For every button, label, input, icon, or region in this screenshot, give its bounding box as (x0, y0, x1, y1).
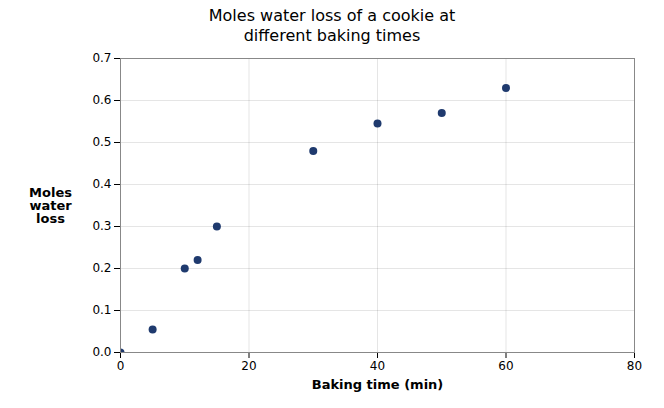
svg-text:20: 20 (241, 359, 256, 373)
svg-text:0.1: 0.1 (92, 303, 111, 317)
html-text:Moles water loss of a cookie a: Moles water loss of a cookie at differen… (208, 6, 456, 45)
svg-text:80: 80 (627, 359, 642, 373)
svg-text:0.6: 0.6 (92, 93, 111, 107)
svg-text:0.0: 0.0 (92, 345, 111, 359)
svg-text:60: 60 (498, 359, 513, 373)
svg-text:Baking time (min): Baking time (min) (312, 377, 444, 392)
svg-text:0.5: 0.5 (92, 135, 111, 149)
svg-text:Moleswaterloss: Moleswaterloss (29, 185, 72, 226)
svg-text:0.2: 0.2 (92, 261, 111, 275)
svg-text:0.7: 0.7 (92, 51, 111, 65)
svg-text:0: 0 (117, 359, 125, 373)
svg-text:0.3: 0.3 (92, 219, 111, 233)
svg-text:40: 40 (370, 359, 385, 373)
svg-text:0.4: 0.4 (92, 177, 111, 191)
